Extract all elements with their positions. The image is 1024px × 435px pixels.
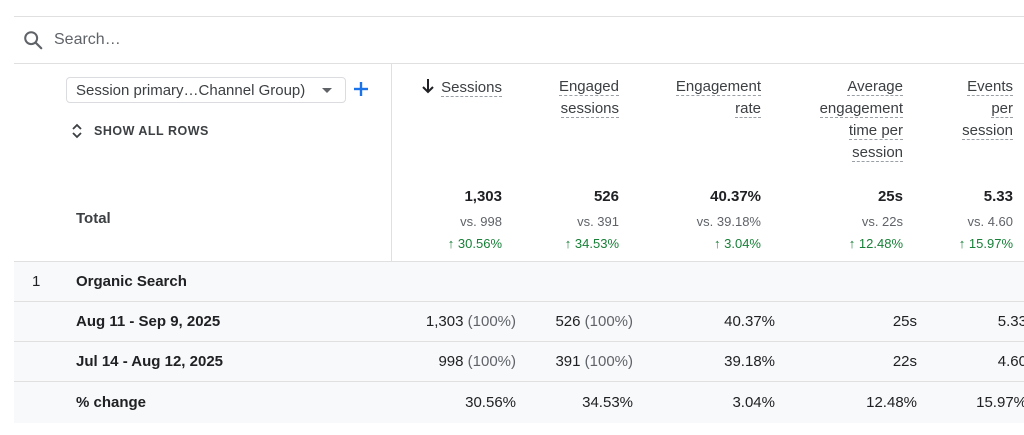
total-change-engaged-sessions: ↑ 34.53%: [565, 236, 619, 251]
cell-engaged-sessions: 526 (100%): [555, 313, 633, 330]
cell-avg-engagement-time: 12.48%: [866, 394, 917, 411]
total-compare-events-per-session: vs. 4.60: [967, 214, 1013, 229]
dropdown-caret-icon: [322, 88, 332, 93]
column-header-label: session: [852, 144, 903, 162]
cell-engaged-sessions: 391 (100%): [555, 353, 633, 370]
cell-percent: (100%): [467, 353, 516, 370]
up-arrow-icon: ↑: [714, 236, 721, 251]
up-arrow-icon: ↑: [958, 236, 966, 251]
cell-engagement-rate: 39.18%: [724, 353, 775, 370]
column-header-average-engagement-time[interactable]: Average engagement time per session: [819, 76, 903, 164]
column-header-label: per: [991, 100, 1013, 118]
cell-avg-engagement-time: 22s: [892, 353, 917, 370]
up-arrow-icon: ↑: [564, 236, 572, 251]
total-change-value: 3.04%: [724, 236, 761, 251]
top-divider: [14, 16, 1024, 17]
row-index: 1: [32, 273, 41, 290]
cell-engagement-rate: 3.04%: [732, 394, 775, 411]
total-compare-sessions: vs. 998: [460, 214, 502, 229]
total-value-events-per-session: 5.33: [983, 188, 1013, 205]
total-value-sessions: 1,303: [464, 188, 502, 205]
column-header-label: sessions: [560, 100, 619, 118]
total-change-value: 30.56%: [457, 236, 502, 251]
dimension-select[interactable]: Session primary…Channel Group): [66, 77, 346, 103]
table-row[interactable]: Aug 11 - Sep 9, 2025 1,303 (100%) 526 (1…: [14, 301, 1024, 341]
cell-value: 998: [438, 353, 464, 370]
cell-sessions: 30.56%: [465, 394, 516, 411]
add-dimension-button[interactable]: [351, 79, 371, 99]
cell-events-per-session: 4.60: [997, 353, 1024, 370]
row-label: % change: [76, 394, 147, 411]
cell-sessions: 998 (100%): [438, 353, 516, 370]
cell-engagement-rate: 40.37%: [724, 313, 775, 330]
cell-events-per-session: 15.97%: [976, 394, 1024, 411]
column-header-label: Engagement: [675, 78, 761, 96]
total-value-avg-engagement-time: 25s: [877, 188, 903, 205]
total-change-engagement-rate: ↑ 3.04%: [714, 236, 761, 251]
cell-percent: (100%): [584, 313, 633, 330]
cell-events-per-session: 5.33: [997, 313, 1024, 330]
sort-descending-icon: [422, 79, 434, 94]
total-change-events-per-session: ↑ 15.97%: [959, 236, 1013, 251]
column-header-label: time per: [848, 122, 903, 140]
total-value-engagement-rate: 40.37%: [710, 188, 761, 205]
cell-value: 391: [555, 353, 581, 370]
row-label: Aug 11 - Sep 9, 2025: [76, 313, 221, 330]
total-change-sessions: ↑ 30.56%: [448, 236, 502, 251]
cell-percent: (100%): [584, 353, 633, 370]
total-compare-engagement-rate: vs. 39.18%: [696, 214, 761, 229]
column-divider: [391, 64, 392, 422]
column-header-label: rate: [735, 100, 761, 118]
column-header-sessions[interactable]: Sessions: [421, 76, 502, 99]
row-label: Organic Search: [76, 273, 187, 290]
table-row-group[interactable]: 1 Organic Search: [14, 261, 1024, 301]
total-value-engaged-sessions: 526: [593, 188, 619, 205]
total-change-value: 12.48%: [858, 236, 903, 251]
column-header-label: session: [962, 122, 1013, 140]
column-header-engagement-rate[interactable]: Engagement rate: [675, 76, 761, 120]
total-compare-engaged-sessions: vs. 391: [577, 214, 619, 229]
row-label: Jul 14 - Aug 12, 2025: [76, 353, 224, 370]
total-compare-avg-engagement-time: vs. 22s: [861, 214, 903, 229]
table-row[interactable]: % change 30.56% 34.53% 3.04% 12.48% 15.9…: [14, 381, 1024, 423]
cell-engaged-sessions: 34.53%: [582, 394, 633, 411]
up-arrow-icon: ↑: [848, 236, 856, 251]
column-header-label: Average: [847, 78, 903, 96]
search-bar: [14, 17, 1024, 64]
cell-value: 1,303: [425, 313, 464, 330]
up-arrow-icon: ↑: [447, 236, 455, 251]
table-row[interactable]: Jul 14 - Aug 12, 2025 998 (100%) 391 (10…: [14, 341, 1024, 381]
total-change-value: 15.97%: [968, 236, 1013, 251]
column-header-events-per-session[interactable]: Events per session: [962, 76, 1013, 142]
search-input[interactable]: [54, 28, 454, 52]
cell-avg-engagement-time: 25s: [892, 313, 917, 330]
total-change-value: 34.53%: [574, 236, 619, 251]
dimension-select-label: Session primary…Channel Group): [76, 82, 306, 99]
cell-sessions: 1,303 (100%): [426, 313, 516, 330]
column-header-label: engagement: [819, 100, 903, 118]
total-change-avg-engagement-time: ↑ 12.48%: [849, 236, 903, 251]
column-header-engaged-sessions[interactable]: Engaged sessions: [558, 76, 619, 120]
column-header-label: Engaged: [558, 78, 619, 96]
column-header-label: Sessions: [441, 79, 502, 97]
show-all-rows-label: SHOW ALL ROWS: [94, 124, 209, 138]
search-icon[interactable]: [22, 29, 44, 51]
total-label: Total: [76, 210, 111, 227]
cell-value: 526: [555, 313, 581, 330]
column-header-label: Events: [967, 78, 1013, 96]
cell-percent: (100%): [467, 313, 516, 330]
unfold-icon: [72, 123, 82, 139]
